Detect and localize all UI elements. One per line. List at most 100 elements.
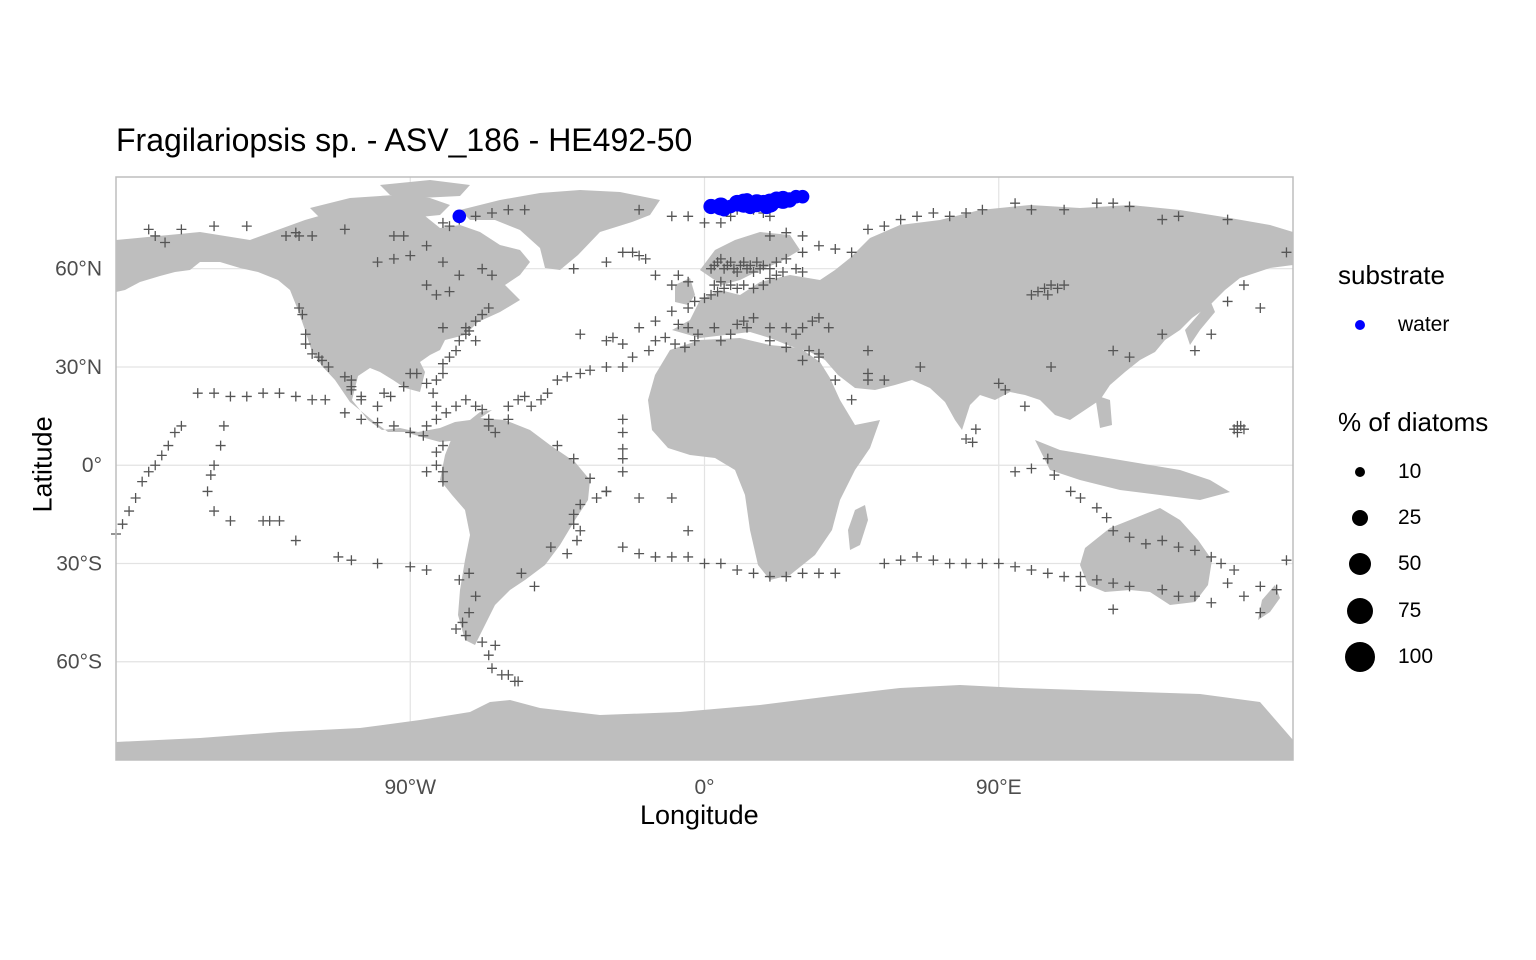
sample-site-cross <box>1108 525 1119 536</box>
sample-site-cross <box>1173 542 1184 553</box>
sample-site-cross <box>470 401 481 412</box>
sample-site-cross <box>339 224 350 235</box>
sample-site-cross <box>454 574 465 585</box>
sample-site-cross <box>437 322 448 333</box>
legend-water-label: water <box>1398 313 1450 336</box>
sample-site-cross <box>977 204 988 215</box>
sample-site-cross <box>451 345 462 356</box>
sample-site-cross <box>470 211 481 222</box>
sample-site-cross <box>444 352 455 363</box>
sample-site-cross <box>431 447 442 458</box>
sample-site-cross <box>781 342 792 353</box>
sample-site-cross <box>470 591 481 602</box>
x-tick-label: 90°W <box>384 776 436 799</box>
sample-site-cross <box>1157 584 1168 595</box>
sample-site-cross <box>967 437 978 448</box>
sample-site-cross <box>781 253 792 264</box>
sample-site-cross <box>150 230 161 241</box>
sample-site-cross <box>797 247 808 258</box>
sample-site-cross <box>339 371 350 382</box>
sample-site-cross <box>385 391 396 402</box>
madagascar-land <box>848 505 868 550</box>
sample-site-cross <box>712 286 723 297</box>
north-america-land <box>116 205 530 442</box>
sample-site-cross <box>748 312 759 323</box>
sample-site-cross <box>725 257 736 268</box>
sample-site-cross <box>1065 486 1076 497</box>
sample-site-cross <box>634 204 645 215</box>
sample-site-cross <box>1032 286 1043 297</box>
sample-site-cross <box>202 486 213 497</box>
sample-site-cross <box>1206 329 1217 340</box>
sample-site-cross <box>660 332 671 343</box>
sample-site-cross <box>640 253 651 264</box>
sample-site-cross <box>643 345 654 356</box>
sample-site-cross <box>294 230 305 241</box>
sample-site-cross <box>709 280 720 291</box>
sample-site-cross <box>1059 280 1070 291</box>
sample-site-cross <box>421 565 432 576</box>
sample-site-cross <box>571 535 582 546</box>
sample-site-cross <box>372 257 383 268</box>
sample-site-cross <box>470 316 481 327</box>
sample-site-cross <box>323 361 334 372</box>
south-america-land <box>440 418 590 645</box>
sample-site-cross <box>274 388 285 399</box>
sample-site-cross <box>437 476 448 487</box>
water-sample-points <box>452 189 810 224</box>
sample-site-cross <box>451 401 462 412</box>
sample-site-cross <box>912 211 923 222</box>
sample-site-cross <box>617 361 628 372</box>
sample-site-cross <box>372 417 383 428</box>
sample-site-cross <box>764 263 775 274</box>
sample-site-cross <box>725 280 736 291</box>
sample-site-cross <box>477 404 488 415</box>
sample-site-cross <box>895 555 906 566</box>
sample-site-cross <box>781 227 792 238</box>
sample-site-cross <box>421 466 432 477</box>
y-tick-label: 0° <box>82 454 102 477</box>
sample-site-cross <box>791 329 802 340</box>
sample-site-cross <box>1019 401 1030 412</box>
sample-site-cross <box>650 316 661 327</box>
sample-site-cross <box>813 312 824 323</box>
sample-site-cross <box>1026 289 1037 300</box>
sample-site-cross <box>617 414 628 425</box>
sample-site-cross <box>961 558 972 569</box>
sample-site-cross <box>879 375 890 386</box>
sample-site-cross <box>486 663 497 674</box>
sample-site-cross <box>209 221 220 232</box>
sample-site-cross <box>1140 538 1151 549</box>
sample-site-cross <box>683 322 694 333</box>
y-tick-label: 30°N <box>55 356 102 379</box>
sample-site-cross <box>437 440 448 451</box>
sample-site-cross <box>797 568 808 579</box>
sample-site-cross <box>160 237 171 248</box>
sample-site-cross <box>748 283 759 294</box>
sample-site-cross <box>1000 384 1011 395</box>
sample-site-cross <box>617 453 628 464</box>
sample-site-cross <box>405 561 416 572</box>
sample-site-cross <box>483 650 494 661</box>
sample-site-cross <box>650 335 661 346</box>
sample-site-cross <box>1124 581 1135 592</box>
british-isles-land <box>675 278 695 305</box>
sample-site-cross <box>1238 280 1249 291</box>
legend-size-75 <box>1347 598 1373 624</box>
sample-site-cross <box>437 358 448 369</box>
sample-site-cross <box>617 339 628 350</box>
sample-site-cross <box>503 401 514 412</box>
sample-site-cross <box>513 394 524 405</box>
sample-site-cross <box>519 391 530 402</box>
sample-site-cross <box>526 401 537 412</box>
sample-site-cross <box>124 506 135 517</box>
sample-site-cross <box>307 394 318 405</box>
sample-site-cross <box>209 460 220 471</box>
sample-site-cross <box>1046 361 1057 372</box>
sample-site-cross <box>431 414 442 425</box>
sample-site-cross <box>490 427 501 438</box>
sample-sites <box>111 198 1292 687</box>
sample-site-cross <box>797 355 808 366</box>
sample-site-cross <box>679 342 690 353</box>
sample-site-cross <box>738 316 749 327</box>
